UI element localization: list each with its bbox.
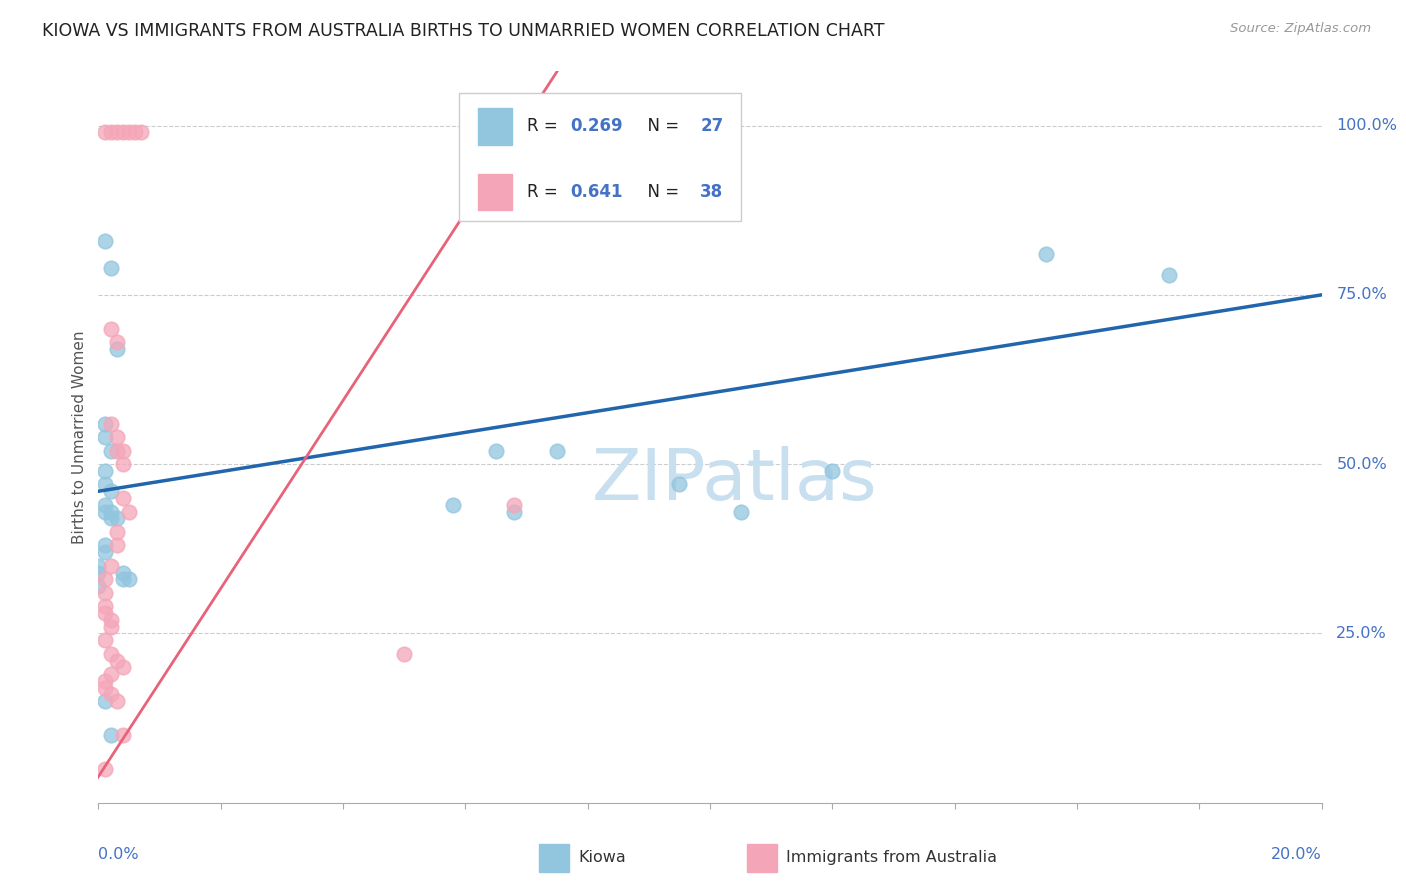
Point bbox=[100, 558, 122, 573]
FancyBboxPatch shape bbox=[478, 108, 512, 145]
Text: Source: ZipAtlas.com: Source: ZipAtlas.com bbox=[1230, 22, 1371, 36]
Text: 0.0%: 0.0% bbox=[98, 847, 139, 862]
Point bbox=[93, 545, 115, 559]
Point bbox=[129, 125, 152, 139]
Point bbox=[1035, 247, 1057, 261]
Point bbox=[93, 572, 115, 586]
Point bbox=[100, 667, 122, 681]
Point bbox=[118, 505, 141, 519]
Text: 75.0%: 75.0% bbox=[1336, 287, 1388, 302]
Point bbox=[503, 505, 526, 519]
Text: 0.269: 0.269 bbox=[571, 117, 623, 136]
Point bbox=[93, 586, 115, 600]
Point bbox=[93, 505, 115, 519]
Y-axis label: Births to Unmarried Women: Births to Unmarried Women bbox=[72, 330, 87, 544]
Point bbox=[100, 613, 122, 627]
Point bbox=[441, 498, 464, 512]
Point bbox=[100, 322, 122, 336]
Text: KIOWA VS IMMIGRANTS FROM AUSTRALIA BIRTHS TO UNMARRIED WOMEN CORRELATION CHART: KIOWA VS IMMIGRANTS FROM AUSTRALIA BIRTH… bbox=[42, 22, 884, 40]
Point bbox=[821, 464, 844, 478]
Text: 27: 27 bbox=[700, 117, 724, 136]
Point bbox=[87, 566, 110, 580]
Point bbox=[105, 511, 128, 525]
Point bbox=[111, 125, 134, 139]
Point bbox=[93, 681, 115, 695]
Point bbox=[105, 430, 128, 444]
Point bbox=[105, 694, 128, 708]
Point bbox=[111, 443, 134, 458]
Point bbox=[93, 464, 115, 478]
Point bbox=[105, 524, 128, 539]
Point bbox=[100, 647, 122, 661]
Point bbox=[111, 566, 134, 580]
FancyBboxPatch shape bbox=[747, 845, 778, 872]
Point bbox=[118, 572, 141, 586]
Point bbox=[100, 484, 122, 499]
Text: 25.0%: 25.0% bbox=[1336, 626, 1388, 641]
Point bbox=[100, 505, 122, 519]
Text: 0.641: 0.641 bbox=[571, 183, 623, 201]
Text: N =: N = bbox=[637, 117, 683, 136]
Point bbox=[105, 125, 128, 139]
Text: Immigrants from Australia: Immigrants from Australia bbox=[786, 850, 997, 865]
Point bbox=[100, 511, 122, 525]
Point bbox=[111, 491, 134, 505]
Text: 38: 38 bbox=[700, 183, 723, 201]
Point bbox=[93, 234, 115, 248]
Text: 100.0%: 100.0% bbox=[1336, 118, 1398, 133]
Point bbox=[100, 417, 122, 431]
Point bbox=[100, 125, 122, 139]
Point bbox=[100, 688, 122, 702]
Point bbox=[105, 538, 128, 552]
Point bbox=[100, 620, 122, 634]
Text: N =: N = bbox=[637, 183, 683, 201]
Point bbox=[105, 335, 128, 350]
Point bbox=[93, 606, 115, 620]
Point bbox=[93, 430, 115, 444]
Point bbox=[124, 125, 146, 139]
Point bbox=[93, 125, 115, 139]
Text: R =: R = bbox=[527, 183, 562, 201]
Point bbox=[93, 477, 115, 491]
Point bbox=[93, 498, 115, 512]
Point bbox=[485, 443, 508, 458]
Text: Kiowa: Kiowa bbox=[578, 850, 626, 865]
Text: R =: R = bbox=[527, 117, 562, 136]
Point bbox=[392, 647, 416, 661]
Point bbox=[111, 728, 134, 742]
Point bbox=[546, 443, 568, 458]
Text: 20.0%: 20.0% bbox=[1271, 847, 1322, 862]
FancyBboxPatch shape bbox=[460, 94, 741, 221]
Point bbox=[503, 498, 526, 512]
Point bbox=[105, 443, 128, 458]
Point bbox=[730, 505, 752, 519]
Point bbox=[100, 260, 122, 275]
Point bbox=[93, 694, 115, 708]
Point bbox=[93, 633, 115, 648]
Point bbox=[1157, 268, 1180, 282]
Point bbox=[668, 477, 690, 491]
FancyBboxPatch shape bbox=[478, 174, 512, 211]
Point bbox=[111, 572, 134, 586]
Point bbox=[105, 654, 128, 668]
Point bbox=[111, 660, 134, 674]
Point bbox=[118, 125, 141, 139]
Point bbox=[100, 728, 122, 742]
Point bbox=[93, 538, 115, 552]
Point bbox=[93, 673, 115, 688]
Point bbox=[93, 599, 115, 614]
Point bbox=[93, 762, 115, 776]
Point bbox=[111, 457, 134, 471]
Point bbox=[105, 342, 128, 356]
Point bbox=[87, 558, 110, 573]
Text: ZIPatlas: ZIPatlas bbox=[592, 447, 877, 516]
Point bbox=[100, 443, 122, 458]
Point bbox=[87, 579, 110, 593]
FancyBboxPatch shape bbox=[538, 845, 569, 872]
Point bbox=[93, 417, 115, 431]
Text: 50.0%: 50.0% bbox=[1336, 457, 1388, 472]
